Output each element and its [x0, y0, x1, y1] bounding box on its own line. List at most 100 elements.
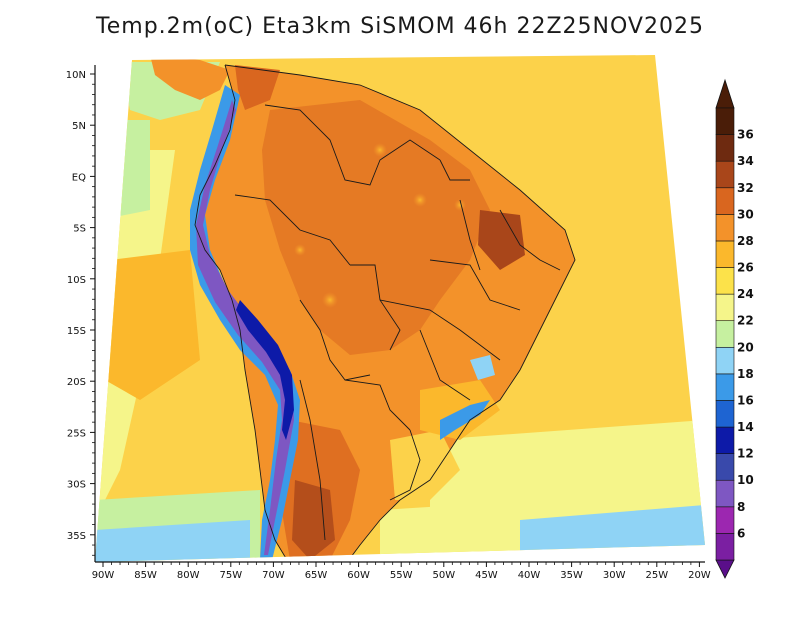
longitude-axis: 90W 85W 80W 75W 70W 65W 60W 55W 50W 45W 40W 35W 30W 2…	[92, 562, 711, 581]
lat-label: 35S	[67, 531, 86, 542]
pacific-cool	[95, 120, 150, 220]
hotspot-1	[322, 292, 338, 308]
border-paraguay	[344, 379, 411, 431]
colorbar-label: 34	[737, 154, 754, 168]
colorbar-label: 20	[737, 340, 754, 354]
lon-label: 60W	[347, 570, 370, 581]
lon-label: 65W	[305, 570, 328, 581]
colorbar-swatch	[715, 240, 735, 268]
colorbar-swatch	[715, 426, 735, 454]
southeast-mild	[390, 430, 460, 500]
lat-label: 30S	[67, 480, 86, 491]
colorbar-label: 6	[737, 526, 745, 540]
colorbar-label: 8	[737, 500, 745, 514]
south-pacific-cold	[95, 520, 250, 562]
border-bolivia-peru	[299, 299, 371, 381]
north-andes-warm	[235, 65, 280, 110]
colorbar: 6 8 10 12 14 16 18 20 22 24 26 28 30 32 34 36	[715, 78, 754, 579]
colorbar-high-arrow	[715, 78, 735, 109]
hotspot-5	[373, 143, 387, 157]
border-uruguay	[389, 429, 421, 501]
atlantic-mild-band	[430, 420, 705, 510]
andes-very-cold	[236, 300, 294, 440]
colorbar-label: 12	[737, 447, 754, 461]
colorbar-label: 24	[737, 287, 754, 301]
colorbar-label: 28	[737, 234, 754, 248]
hotspot-3	[413, 193, 427, 207]
lat-label: 20S	[67, 377, 86, 388]
lon-label: 45W	[475, 570, 498, 581]
border-guianas	[439, 159, 470, 181]
lon-label: 85W	[134, 570, 157, 581]
colorbar-swatch	[715, 479, 735, 508]
hotspot-4	[454, 199, 466, 211]
lon-label: 75W	[219, 570, 242, 581]
colorbar-swatch	[715, 453, 735, 481]
border-brazil-states-4	[499, 209, 561, 271]
lon-label: 25W	[645, 570, 668, 581]
lon-label: 90W	[92, 570, 115, 581]
colorbar-label: 16	[737, 393, 754, 407]
lon-label: 40W	[518, 570, 541, 581]
colorbar-label: 32	[737, 181, 754, 195]
colorbar-low-arrow	[715, 559, 735, 579]
colorbar-swatch	[715, 320, 735, 348]
argentina-hot	[292, 480, 335, 560]
border-brazil-states-2	[379, 299, 501, 361]
lon-label: 50W	[432, 570, 455, 581]
colorbar-swatch	[715, 214, 735, 242]
minas-cool	[470, 355, 495, 380]
lat-label: EQ	[72, 172, 86, 183]
interior-hot-region	[262, 100, 490, 355]
lat-label: 25S	[67, 428, 86, 439]
colorbar-label: 10	[737, 473, 754, 487]
colorbar-label: 18	[737, 367, 754, 381]
lat-label: 10S	[67, 275, 86, 286]
colorbar-swatch	[715, 267, 735, 295]
colorbar-swatch	[715, 533, 735, 561]
northeast-hot-spot	[478, 210, 525, 270]
lat-label: 15S	[67, 326, 86, 337]
andes-high-cold	[196, 100, 294, 555]
colorbar-label: 22	[737, 314, 754, 328]
lat-label: 10N	[66, 70, 86, 81]
colorbar-swatch	[715, 373, 735, 401]
lat-label: 5N	[72, 121, 86, 132]
coastline-east	[224, 64, 576, 562]
colorbar-swatch	[715, 293, 735, 322]
lat-label: 5S	[73, 224, 86, 235]
colorbar-swatch-top	[715, 107, 735, 135]
border-brazil-states-1	[429, 259, 521, 311]
colorbar-swatch	[715, 134, 735, 162]
coastline-west	[194, 64, 291, 562]
colorbar-swatch	[715, 506, 735, 534]
pacific-warm-band	[105, 250, 200, 400]
latitude-axis: 10N 5N EQ 5S 10S 15S 20S 25S 30S 35S	[66, 70, 95, 556]
colorbar-swatch	[715, 160, 735, 189]
serra-do-mar-cool	[440, 400, 490, 440]
colorbar-swatch	[715, 400, 735, 428]
hotspot-2	[294, 244, 306, 256]
lon-label: 35W	[560, 570, 583, 581]
lon-label: 30W	[603, 570, 626, 581]
political-borders	[194, 64, 576, 562]
lon-label: 70W	[262, 570, 285, 581]
border-brazil-states-5	[459, 199, 481, 271]
border-peru-colombia	[234, 194, 351, 266]
map-title: Temp.2m(oC) Eta3km SiSMOM 46h 22Z25NOV20…	[96, 14, 704, 39]
colorbar-label: 30	[737, 207, 754, 221]
colorbar-swatch	[715, 187, 735, 215]
colorbar-label: 14	[737, 420, 754, 434]
central-america-land	[150, 55, 230, 100]
border-chile-argentina	[299, 379, 326, 541]
colorbar-label: 36	[737, 128, 754, 142]
lon-label: 80W	[177, 570, 200, 581]
border-colombia-venezuela	[264, 104, 441, 186]
colorbar-swatch	[715, 346, 735, 375]
border-brazil-states-3	[419, 329, 471, 401]
colorbar-label: 26	[737, 261, 754, 275]
lon-label: 20W	[688, 570, 711, 581]
temperature-field	[95, 55, 705, 562]
lon-label: 55W	[390, 570, 413, 581]
